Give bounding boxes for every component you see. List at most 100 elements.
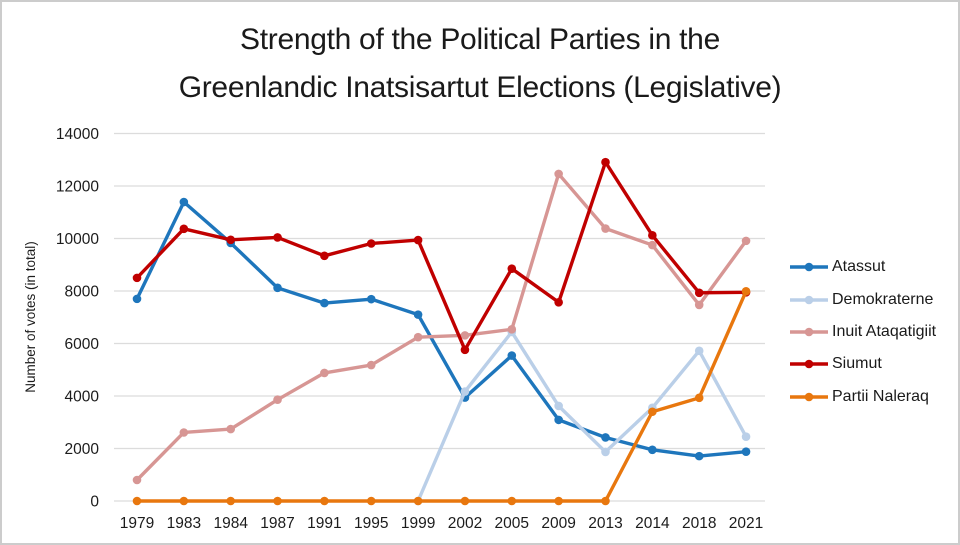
series-line-partii-naleraq bbox=[135, 289, 748, 503]
x-tick-label: 1999 bbox=[401, 515, 435, 532]
y-tick-label: 4000 bbox=[65, 389, 100, 406]
data-point-inuit-ataqatigiit-2021 bbox=[741, 236, 751, 246]
data-point-siumut-1984 bbox=[226, 235, 235, 245]
data-point-inuit-ataqatigiit-1995 bbox=[366, 360, 376, 370]
data-point-inuit-ataqatigiit-1983 bbox=[179, 428, 189, 437]
data-point-inuit-ataqatigiit-2013 bbox=[601, 224, 610, 233]
data-point-atassut-2009 bbox=[554, 415, 563, 425]
legend-marker-icon bbox=[790, 392, 828, 402]
legend-marker-icon bbox=[790, 295, 828, 304]
data-point-siumut-2018 bbox=[694, 288, 704, 298]
y-tick-label: 0 bbox=[90, 494, 99, 511]
x-tick-label: 1983 bbox=[167, 515, 201, 532]
x-tick-label: 2013 bbox=[588, 515, 622, 532]
legend-marker-icon bbox=[790, 360, 828, 369]
legend-item-inuit-ataqatigiit: Inuit Ataqatigiit bbox=[788, 316, 936, 348]
x-tick-label: 1991 bbox=[307, 515, 341, 532]
data-point-siumut-1991 bbox=[320, 251, 329, 261]
legend-item-siumut: Siumut bbox=[788, 348, 936, 380]
data-point-atassut-1987 bbox=[273, 283, 282, 293]
data-point-partii-naleraq-2021 bbox=[741, 286, 751, 296]
data-point-inuit-ataqatigiit-1984 bbox=[226, 424, 235, 434]
x-tick-label: 2009 bbox=[541, 515, 575, 532]
legend-marker-dot bbox=[804, 327, 814, 337]
data-point-siumut-2014 bbox=[648, 231, 657, 240]
legend-item-atassut: Atassut bbox=[788, 251, 936, 283]
x-tick-label: 1995 bbox=[354, 515, 388, 532]
data-point-siumut-1995 bbox=[366, 239, 376, 248]
data-point-partii-naleraq-1995 bbox=[366, 496, 376, 506]
data-point-partii-naleraq-2018 bbox=[694, 393, 704, 403]
legend-label: Partii Naleraq bbox=[832, 387, 929, 405]
legend-label: Inuit Ataqatigiit bbox=[832, 322, 937, 340]
x-tick-label: 2018 bbox=[682, 515, 716, 532]
data-point-inuit-ataqatigiit-1979 bbox=[132, 475, 142, 485]
chart-title: Strength of the Political Parties in the… bbox=[2, 16, 958, 112]
data-point-siumut-2002 bbox=[460, 345, 470, 355]
data-point-atassut-2005 bbox=[507, 351, 517, 360]
data-point-partii-naleraq-1983 bbox=[179, 496, 189, 506]
data-point-atassut-2013 bbox=[601, 433, 610, 442]
data-point-demokraterne-2021 bbox=[741, 432, 751, 441]
data-point-inuit-ataqatigiit-1987 bbox=[273, 395, 282, 404]
legend-label: Atassut bbox=[832, 258, 886, 276]
data-point-partii-naleraq-1979 bbox=[132, 496, 142, 506]
legend-marker-icon bbox=[790, 327, 828, 337]
series-line-inuit-ataqatigiit bbox=[135, 172, 748, 482]
data-point-siumut-2005 bbox=[507, 264, 517, 273]
legend-item-demokraterne: Demokraterne bbox=[788, 283, 936, 315]
y-axis-label: Number of votes (in total) bbox=[23, 241, 38, 393]
data-point-inuit-ataqatigiit-1999 bbox=[413, 332, 423, 342]
data-point-partii-naleraq-2005 bbox=[507, 496, 517, 506]
data-point-inuit-ataqatigiit-2002 bbox=[460, 331, 470, 340]
data-point-partii-naleraq-2013 bbox=[601, 496, 610, 506]
y-tick-label: 6000 bbox=[65, 336, 100, 353]
data-point-partii-naleraq-2009 bbox=[554, 496, 563, 506]
legend-label: Siumut bbox=[832, 355, 882, 373]
data-point-atassut-1991 bbox=[320, 298, 329, 308]
legend-marker-dot bbox=[804, 262, 814, 272]
y-tick-label: 2000 bbox=[65, 441, 100, 458]
x-tick-label: 2014 bbox=[635, 515, 670, 532]
data-point-demokraterne-2009 bbox=[554, 401, 563, 411]
data-point-partii-naleraq-2002 bbox=[460, 496, 470, 506]
data-point-partii-naleraq-1984 bbox=[226, 496, 235, 506]
data-point-atassut-1999 bbox=[413, 310, 423, 319]
chart-title-line2: Greenlandic Inatsisartut Elections (Legi… bbox=[178, 71, 782, 104]
data-point-partii-naleraq-2014 bbox=[648, 407, 657, 417]
legend-marker-dot bbox=[804, 295, 814, 304]
data-point-siumut-1999 bbox=[413, 235, 423, 245]
data-point-siumut-2009 bbox=[554, 297, 563, 307]
data-point-atassut-1995 bbox=[366, 294, 376, 304]
legend-item-partii-naleraq: Partii Naleraq bbox=[788, 381, 936, 413]
data-point-partii-naleraq-1999 bbox=[413, 496, 423, 506]
y-tick-label: 14000 bbox=[56, 126, 99, 143]
data-point-inuit-ataqatigiit-2014 bbox=[648, 240, 657, 250]
data-point-atassut-2018 bbox=[694, 451, 704, 461]
x-tick-label: 2005 bbox=[495, 515, 529, 532]
x-tick-label: 1987 bbox=[260, 515, 294, 532]
x-tick-label: 1979 bbox=[120, 515, 154, 532]
series-line-demokraterne bbox=[416, 330, 748, 503]
legend-marker-dot bbox=[804, 392, 814, 402]
data-point-inuit-ataqatigiit-1991 bbox=[320, 368, 329, 378]
data-point-siumut-2013 bbox=[601, 157, 610, 167]
data-point-siumut-1987 bbox=[273, 233, 282, 242]
x-tick-label: 1984 bbox=[213, 515, 248, 532]
legend-label: Demokraterne bbox=[832, 290, 934, 308]
y-tick-label: 8000 bbox=[65, 284, 100, 301]
legend-marker-icon bbox=[790, 262, 828, 272]
y-tick-label: 12000 bbox=[56, 179, 99, 196]
legend: Atassut Demokraterne Inuit Ataqatigiit Sium… bbox=[788, 251, 936, 413]
series-line-atassut bbox=[135, 200, 748, 458]
y-tick-label: 10000 bbox=[56, 231, 99, 248]
data-point-demokraterne-2013 bbox=[601, 447, 610, 457]
data-point-siumut-1979 bbox=[132, 273, 142, 283]
series-line-siumut bbox=[135, 160, 748, 352]
data-point-inuit-ataqatigiit-2009 bbox=[554, 169, 563, 179]
data-point-demokraterne-2018 bbox=[694, 346, 704, 356]
x-tick-label: 2021 bbox=[729, 515, 763, 532]
data-point-atassut-2014 bbox=[648, 445, 657, 455]
